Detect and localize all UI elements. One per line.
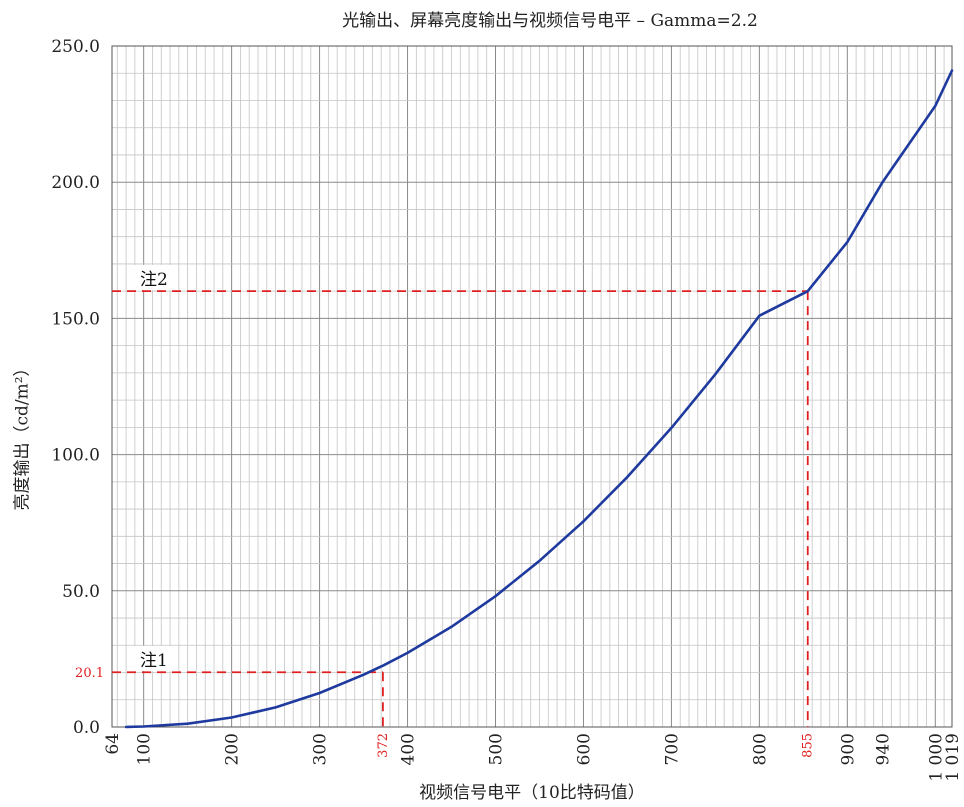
note-2-label: 注2	[134, 265, 174, 291]
note-1-y-value-label: 20.1	[75, 666, 104, 681]
x-tick-label: 64	[103, 733, 123, 755]
y-tick-label: 50.0	[62, 582, 100, 602]
x-tick-label: 400	[399, 733, 419, 765]
y-tick-label: 100.0	[51, 446, 100, 466]
x-tick-label: 200	[223, 733, 243, 765]
x-tick-label: 800	[750, 733, 770, 765]
x-tick-label: 900	[838, 733, 858, 765]
x-tick-label: 700	[662, 733, 682, 765]
note-2-x-value-label: 855	[801, 733, 816, 758]
y-tick-label: 200.0	[51, 173, 100, 193]
note-1-label: 注1	[134, 646, 174, 672]
x-tick-label: 1 000	[926, 733, 946, 782]
y-tick-label: 150.0	[51, 309, 100, 329]
x-tick-label: 500	[486, 733, 506, 765]
y-tick-label: 250.0	[51, 37, 100, 57]
x-tick-label: 600	[574, 733, 594, 765]
y-tick-label: 0.0	[73, 718, 100, 738]
plot-border	[111, 45, 953, 728]
x-tick-label: 940	[874, 733, 894, 765]
y-axis-label: 亮度输出（cd/m²）	[12, 359, 33, 511]
x-tick-label: 1 019	[943, 733, 963, 782]
note-1-x-value-label: 372	[376, 733, 391, 758]
x-axis-label: 视频信号电平（10比特码值）	[419, 783, 645, 803]
series-line	[124, 69, 954, 729]
x-tick-label: 100	[135, 733, 155, 765]
x-tick-label: 300	[311, 733, 331, 765]
chart-title: 光输出、屏幕亮度输出与视频信号电平 – Gamma=2.2	[342, 11, 758, 31]
